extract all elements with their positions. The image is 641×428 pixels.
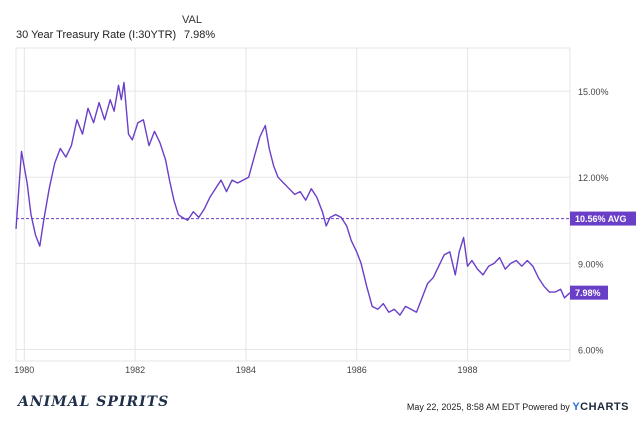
average-label-bg — [570, 211, 636, 226]
x-tick-label: 1984 — [236, 365, 256, 375]
x-tick-label: 1980 — [14, 365, 34, 375]
footer-credit: May 22, 2025, 8:58 AM EDT Powered by YCH… — [407, 401, 629, 413]
last-value-label-bg — [570, 285, 608, 300]
x-tick-label: 1982 — [125, 365, 145, 375]
brand-text: CHARTS — [580, 401, 629, 413]
x-tick-label: 1986 — [347, 365, 367, 375]
y-tick-label: 6.00% — [578, 346, 604, 356]
ycharts-logo[interactable]: YCHARTS — [572, 401, 629, 413]
plot-frame — [15, 47, 571, 362]
y-tick-label: 12.00% — [578, 173, 609, 183]
y-tick-label: 15.00% — [578, 87, 609, 97]
footer-timestamp: May 22, 2025, 8:58 AM EDT Powered by — [406, 402, 570, 412]
average-label: 10.56% AVG — [575, 214, 627, 224]
x-tick-label: 1988 — [457, 365, 477, 375]
legend-value-header: VAL — [182, 14, 202, 26]
animal-spirits-logo: ANIMAL SPIRITS — [18, 394, 170, 410]
legend-series-row: 30 Year Treasury Rate (I:30YTR) 7.98% — [16, 29, 215, 41]
series-line — [15, 81, 571, 316]
legend-series-value: 7.98% — [184, 29, 216, 41]
legend-series-name: 30 Year Treasury Rate (I:30YTR) — [16, 29, 177, 41]
y-tick-label: 9.00% — [578, 259, 604, 269]
last-value-label: 7.98% — [575, 288, 601, 298]
